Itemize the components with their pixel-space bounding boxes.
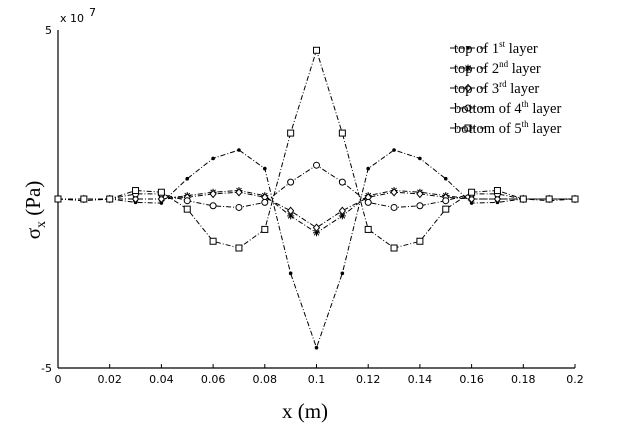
data-point: [287, 178, 295, 186]
x-tick-label: 0.08: [253, 373, 278, 386]
data-point: [185, 176, 190, 181]
legend-label: bottom of 4th layer: [454, 99, 561, 117]
data-point: [418, 156, 422, 161]
x-tick-label: 0.14: [408, 373, 433, 386]
data-point: [338, 129, 346, 137]
data-point: [442, 205, 450, 213]
data-point: [545, 195, 553, 203]
series-dot: [56, 148, 577, 350]
data-point: [261, 225, 269, 233]
data-point: [132, 187, 140, 195]
x-tick-label: 0.1: [308, 373, 326, 386]
data-point: [467, 194, 476, 204]
legend-entry: top of 3rd layer: [450, 79, 539, 97]
data-point: [235, 244, 243, 252]
data-point: [390, 244, 398, 252]
data-point: [416, 237, 424, 245]
data-point: [519, 195, 527, 203]
data-point: [571, 195, 579, 203]
x-tick-label: 0.2: [566, 373, 584, 386]
data-point: [263, 166, 267, 171]
data-point: [312, 223, 321, 232]
x-tick-label: 0: [55, 373, 62, 386]
data-point: [54, 195, 62, 203]
data-point: [209, 237, 217, 245]
data-point: [493, 194, 502, 204]
data-point: [340, 271, 345, 276]
y-tick-label: 5: [45, 24, 52, 37]
data-point: [390, 203, 398, 211]
legend: top of 1st layer top of 2nd layer top of 3…: [450, 39, 561, 137]
legend-label: top of 1st layer: [454, 39, 538, 57]
x-tick-label: 0.12: [356, 373, 381, 386]
data-point: [80, 195, 88, 203]
x-tick-label: 0.04: [149, 373, 174, 386]
data-point: [313, 46, 320, 54]
data-point: [493, 187, 501, 195]
data-point: [416, 189, 424, 199]
data-point: [261, 198, 269, 206]
x-tick-label: 0.02: [97, 373, 122, 386]
legend-entry: top of 2nd layer: [450, 59, 541, 77]
data-point: [286, 206, 295, 216]
data-point: [464, 64, 472, 72]
legend-entry: top of 1st layer: [450, 39, 538, 57]
marker-stroke: [313, 229, 320, 236]
data-point: [390, 187, 398, 197]
legend-label: top of 2nd layer: [454, 59, 541, 77]
data-point: [416, 202, 424, 210]
series-line: [58, 48, 575, 249]
data-point: [106, 195, 114, 203]
legend-entry: bottom of 4th layer: [450, 99, 561, 117]
x-tick-label: 0.18: [511, 373, 536, 386]
data-point: [209, 189, 217, 199]
data-point: [183, 197, 191, 205]
x-tick-label: 0.16: [459, 373, 484, 386]
marker-stroke: [339, 213, 346, 219]
data-point: [338, 206, 347, 216]
data-point: [313, 161, 320, 169]
legend-label: bottom of 5th layer: [454, 119, 561, 137]
data-point: [131, 194, 140, 204]
data-point: [364, 225, 372, 233]
data-point: [183, 205, 191, 213]
data-point: [209, 202, 217, 210]
data-point: [464, 83, 472, 93]
data-point: [338, 178, 346, 186]
y-axis-title: σx (Pa): [21, 181, 49, 240]
series-square: [54, 46, 579, 252]
x-tick-label: 0.06: [201, 373, 226, 386]
legend-entry: bottom of 5th layer: [450, 119, 561, 137]
data-point: [235, 203, 243, 211]
series-line: [57, 149, 576, 350]
data-point: [468, 188, 476, 196]
data-point: [314, 345, 319, 350]
data-point: [157, 194, 166, 204]
y-multiplier-exponent: 7: [89, 6, 96, 19]
data-point: [464, 124, 472, 132]
data-point: [157, 188, 165, 196]
data-point: [364, 198, 372, 206]
y-multiplier: x 10: [60, 12, 84, 25]
series-circle: [54, 161, 579, 211]
data-point: [288, 271, 293, 276]
data-point: [392, 148, 396, 152]
x-axis-title: x (m): [282, 399, 328, 423]
legend-label: top of 3rd layer: [454, 79, 539, 97]
data-point: [237, 148, 241, 152]
plot-series: [54, 46, 579, 350]
data-point: [287, 129, 295, 137]
data-point: [211, 156, 215, 161]
data-point: [466, 46, 470, 50]
data-point: [443, 176, 448, 181]
data-point: [235, 187, 243, 197]
data-point: [442, 197, 450, 205]
data-point: [366, 166, 371, 171]
marker-stroke: [465, 65, 471, 71]
y-tick-label: -5: [41, 362, 52, 375]
axes: 0 0.02 0.04 0.06 0.08 0.1 0.12 0.14 0.16 0.18 0.2 5…: [21, 6, 584, 423]
marker-stroke: [287, 213, 294, 219]
data-point: [464, 104, 472, 112]
